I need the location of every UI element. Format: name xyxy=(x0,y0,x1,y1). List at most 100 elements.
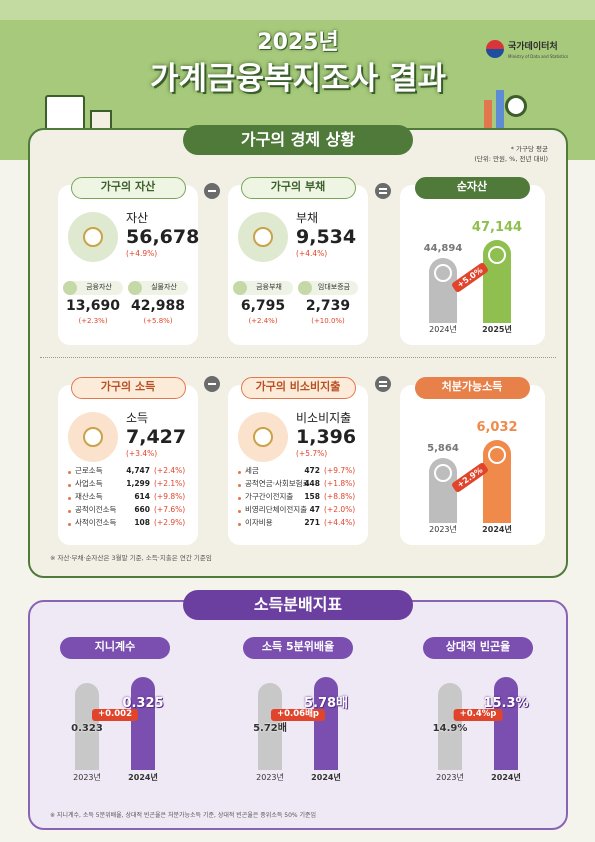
bar-value: 47,144 xyxy=(471,220,523,235)
main-value: 56,678 xyxy=(126,226,200,248)
item-name: 실물자산 xyxy=(151,283,177,291)
item-change: (+7.6%) xyxy=(154,505,186,514)
item-name: 근로소득 xyxy=(75,466,103,475)
item-pill xyxy=(233,281,293,295)
coin-icon xyxy=(253,427,273,447)
main-value: 9,534 xyxy=(296,226,357,248)
item-name: 비영리단체이전지출 xyxy=(245,505,308,514)
item-change: (+1.8%) xyxy=(324,479,356,488)
card-title-pill xyxy=(414,177,530,199)
coin-icon xyxy=(83,427,103,447)
card xyxy=(58,385,198,545)
bar-year: 2025년 xyxy=(482,325,512,334)
header-title: 가계금융복지조사 결과 xyxy=(150,61,446,97)
card-title-pill xyxy=(70,177,186,199)
item-coin xyxy=(298,281,312,295)
item-value: 108 xyxy=(134,518,150,527)
bar-year: 2023년 xyxy=(256,773,284,782)
card-title: 처분가능소득 xyxy=(441,380,503,393)
item-value: 4,747 xyxy=(126,466,150,475)
bar-value: 14.9% xyxy=(432,723,468,734)
header-top xyxy=(0,0,595,20)
operator-line xyxy=(379,188,387,190)
item-change: (+2.1%) xyxy=(154,479,186,488)
item-value: 13,690 xyxy=(65,298,121,314)
bar-year: 2024년 xyxy=(491,773,521,782)
bar-year: 2023년 xyxy=(429,525,457,534)
change-label: +0.002 xyxy=(91,709,139,721)
logo-text: 국가데이터처 xyxy=(508,42,558,52)
item-coin xyxy=(63,281,77,295)
main-label: 자산 xyxy=(126,211,149,225)
indicator-title: 상대적 빈곤율 xyxy=(445,640,511,653)
item-change: (+2.3%) xyxy=(78,317,108,325)
bar xyxy=(131,677,155,770)
main-change: (+5.7%) xyxy=(296,449,328,458)
bar-value: 6,032 xyxy=(476,420,518,435)
main-label: 비소비지출 xyxy=(296,411,352,425)
item-value: 660 xyxy=(134,505,150,514)
item-bullet xyxy=(68,510,71,513)
item-pill xyxy=(128,281,188,295)
card-title-pill xyxy=(414,377,530,399)
bar-coin xyxy=(434,464,452,482)
item-bullet xyxy=(68,497,71,500)
item-name: 임대보증금 xyxy=(317,283,351,291)
change-label: +0.06배p xyxy=(271,709,325,721)
logo-subtext: Ministry of Data and Statistics xyxy=(508,54,569,59)
main-label: 부채 xyxy=(296,211,319,225)
item-name: 이자비용 xyxy=(245,518,273,527)
item-change: (+2.0%) xyxy=(324,505,356,514)
bar-value: 0.325 xyxy=(122,696,164,711)
bar-year: 2024년 xyxy=(429,325,457,334)
card xyxy=(228,185,368,345)
item-change: (+5.8%) xyxy=(143,317,173,325)
unit-note: * 가구당 평균 xyxy=(510,145,548,153)
card-title: 순자산 xyxy=(456,180,488,193)
main-value: 7,427 xyxy=(126,426,187,448)
item-change: (+2.4%) xyxy=(248,317,278,325)
bar-value: 44,894 xyxy=(423,243,463,254)
item-value: 448 xyxy=(304,479,320,488)
item-bullet xyxy=(238,523,241,526)
card-title: 가구의 부채 xyxy=(270,180,326,193)
section-title: 가구의 경제 상황 xyxy=(240,130,356,149)
item-value: 614 xyxy=(134,492,150,501)
indicator-pill xyxy=(243,637,353,659)
coin-icon xyxy=(83,227,103,247)
operator-line xyxy=(379,381,387,383)
item-change: (+4.4%) xyxy=(324,518,356,527)
footnote: ※ 지니계수, 소득 5분위배율, 상대적 빈곤율은 처분가능소득 기준, 상대… xyxy=(50,812,317,819)
item-value: 47 xyxy=(309,505,320,514)
growth-bar xyxy=(496,90,504,130)
card-title: 가구의 자산 xyxy=(100,180,156,193)
indicator-pill xyxy=(60,637,170,659)
bar-value: 15.3% xyxy=(483,696,529,711)
item-name: 공적이전소득 xyxy=(75,505,117,514)
item-name: 금융부채 xyxy=(256,283,282,291)
card xyxy=(400,385,545,545)
bar-coin xyxy=(488,446,506,464)
operator-line xyxy=(379,385,387,387)
growth-bar xyxy=(484,100,492,130)
item-change: (+9.8%) xyxy=(154,492,186,501)
item-value: 472 xyxy=(304,466,320,475)
header-year: 2025년 xyxy=(257,30,339,55)
item-value: 158 xyxy=(304,492,320,501)
item-name: 금융자산 xyxy=(86,283,112,291)
indicator-title: 지니계수 xyxy=(94,640,136,653)
item-coin xyxy=(233,281,247,295)
operator-line xyxy=(208,383,216,385)
bar-value: 5.72배 xyxy=(253,723,287,734)
item-change: (+9.7%) xyxy=(324,466,356,475)
item-pill xyxy=(63,281,123,295)
unit-note: (단위: 만원, %, 전년 대비) xyxy=(474,155,548,163)
item-name: 공적연금·사회보험료 xyxy=(245,479,310,488)
item-value: 2,739 xyxy=(305,298,351,314)
magnifier-icon xyxy=(505,95,527,117)
item-name: 재산소득 xyxy=(75,492,103,501)
item-pill xyxy=(298,281,358,295)
bar xyxy=(438,683,462,770)
bar xyxy=(314,677,338,770)
